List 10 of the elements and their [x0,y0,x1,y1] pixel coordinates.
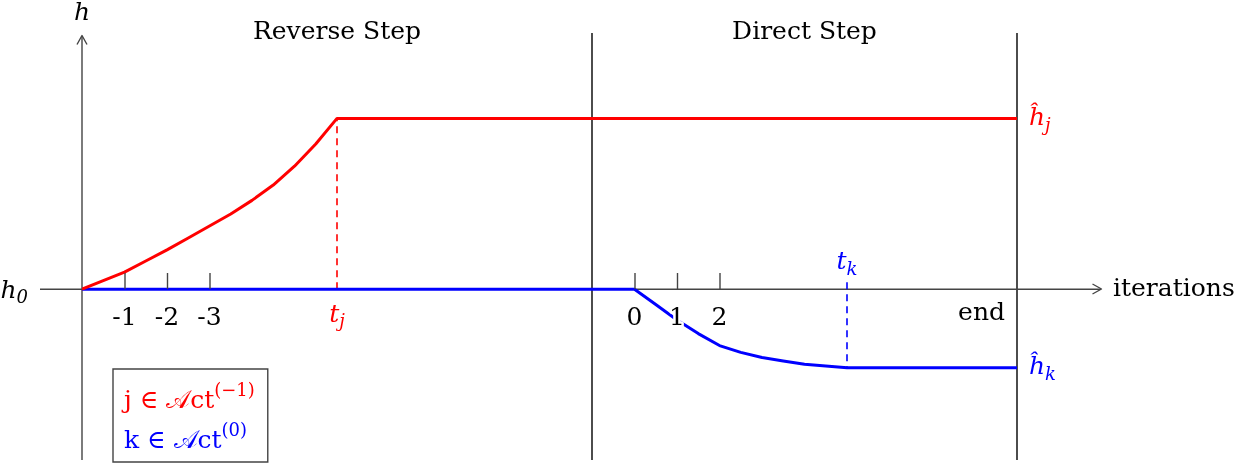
x-tick-label: 0 [626,301,643,331]
text: Direct Step [732,15,877,45]
annotation: end [958,296,1006,326]
x2-tick-label: -2 [154,301,180,331]
text: Reverse Step [252,15,422,45]
y-axis-title: h [73,0,91,26]
x-axis-title: iterations [1113,272,1235,302]
x-tick-label: 2 [711,301,728,331]
x2-tick-label: -1 [112,301,137,331]
x2-tick-label: -3 [197,301,222,331]
